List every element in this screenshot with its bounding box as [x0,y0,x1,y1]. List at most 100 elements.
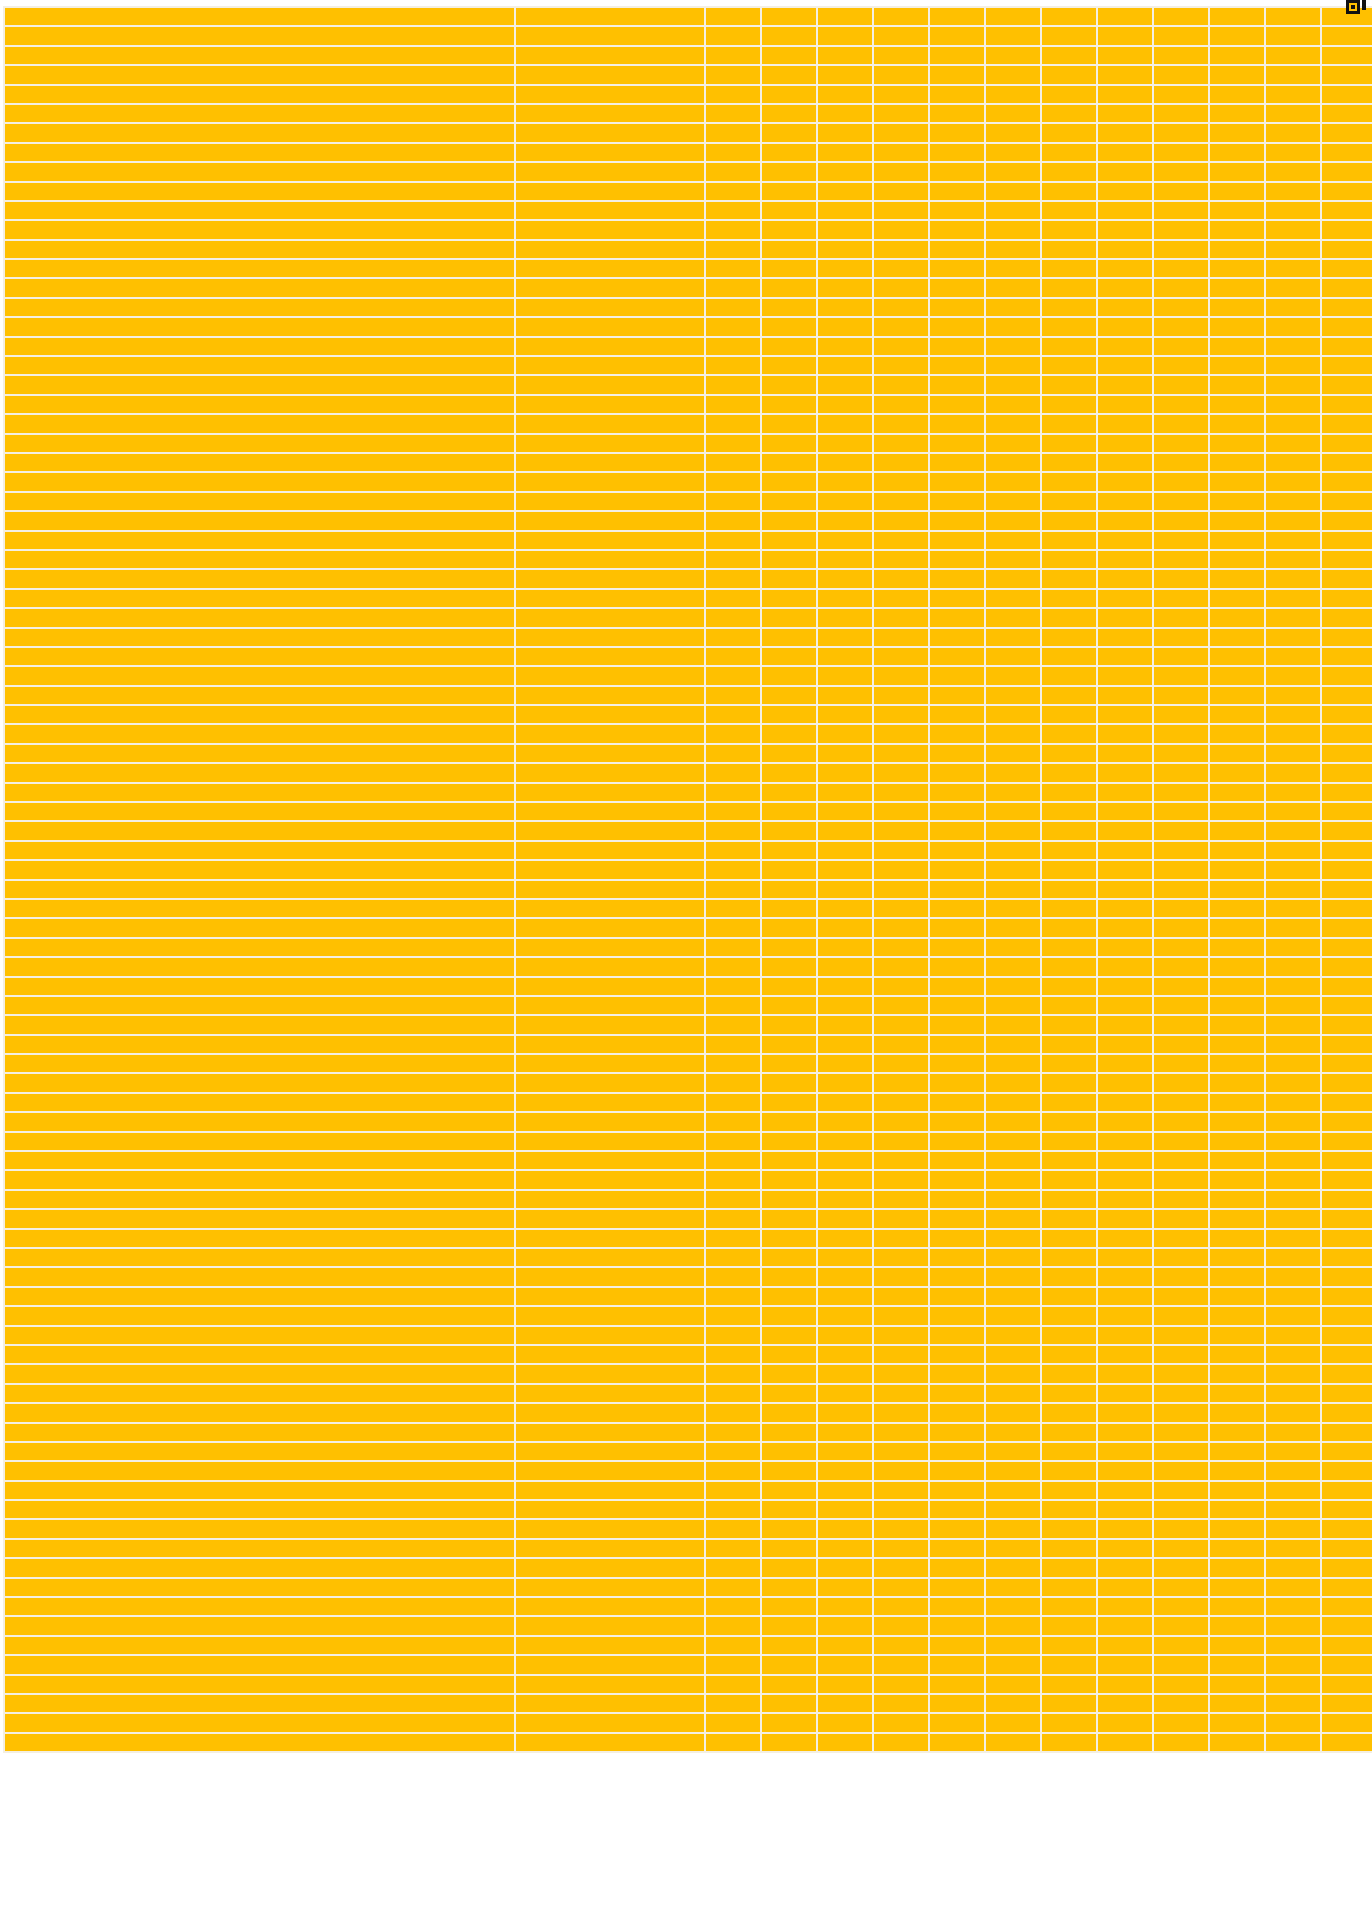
table-cell[interactable] [1152,6,1210,28]
table-cell[interactable] [1264,1402,1322,1424]
table-cell[interactable] [816,994,874,1017]
table-cell[interactable] [3,936,516,959]
table-cell[interactable] [1320,258,1372,280]
table-cell[interactable] [514,1654,706,1676]
table-cell[interactable] [984,296,1042,319]
table-cell[interactable] [1152,277,1210,299]
table-cell[interactable] [928,548,986,571]
table-cell[interactable] [3,839,516,862]
table-cell[interactable] [514,1033,706,1056]
table-cell[interactable] [1040,742,1098,765]
table-cell[interactable] [704,704,762,726]
table-cell[interactable] [816,44,874,67]
table-cell[interactable] [928,1557,986,1579]
table-cell[interactable] [1152,1150,1210,1172]
table-cell[interactable] [3,1518,516,1540]
table-cell[interactable] [760,1363,818,1385]
table-cell[interactable] [928,1537,986,1560]
table-cell[interactable] [514,1227,706,1250]
table-cell[interactable] [704,820,762,842]
table-cell[interactable] [816,1499,874,1521]
table-cell[interactable] [1040,451,1098,474]
table-cell[interactable] [928,25,986,47]
table-cell[interactable] [1320,393,1372,416]
table-cell[interactable] [816,1208,874,1230]
table-cell[interactable] [984,180,1042,202]
table-cell[interactable] [1208,1033,1266,1056]
table-cell[interactable] [514,936,706,959]
table-cell[interactable] [928,44,986,67]
table-cell[interactable] [984,277,1042,299]
table-cell[interactable] [1152,180,1210,202]
table-cell[interactable] [1208,1576,1266,1599]
table-cell[interactable] [1152,1246,1210,1269]
table-cell[interactable] [760,587,818,610]
table-cell[interactable] [1040,936,1098,959]
table-cell[interactable] [760,568,818,590]
table-cell[interactable] [514,548,706,571]
table-cell[interactable] [1040,335,1098,358]
table-cell[interactable] [1152,1596,1210,1618]
table-cell[interactable] [514,451,706,474]
table-cell[interactable] [816,607,874,629]
table-cell[interactable] [760,1537,818,1560]
table-cell[interactable] [984,568,1042,590]
table-cell[interactable] [704,1479,762,1502]
table-cell[interactable] [1040,1557,1098,1579]
table-cell[interactable] [984,742,1042,765]
table-cell[interactable] [1208,1537,1266,1560]
table-cell[interactable] [1208,1634,1266,1657]
table-cell[interactable] [1208,742,1266,765]
table-cell[interactable] [984,529,1042,551]
table-cell[interactable] [984,1692,1042,1715]
table-cell[interactable] [1320,1615,1372,1637]
table-cell[interactable] [1096,161,1154,183]
table-cell[interactable] [1040,1324,1098,1346]
table-cell[interactable] [816,568,874,590]
table-cell[interactable] [816,219,874,241]
table-cell[interactable] [1152,199,1210,222]
table-cell[interactable] [816,1382,874,1405]
table-cell[interactable] [872,1634,930,1657]
table-cell[interactable] [1208,684,1266,707]
table-cell[interactable] [3,1692,516,1715]
table-cell[interactable] [872,83,930,105]
table-cell[interactable] [984,122,1042,144]
table-cell[interactable] [514,25,706,47]
table-cell[interactable] [760,1654,818,1676]
table-cell[interactable] [872,1731,930,1754]
table-cell[interactable] [1320,44,1372,67]
table-cell[interactable] [1040,1111,1098,1133]
table-cell[interactable] [984,1731,1042,1754]
table-cell[interactable] [1096,1363,1154,1385]
table-cell[interactable] [1040,897,1098,920]
table-cell[interactable] [928,1479,986,1502]
table-cell[interactable] [1096,800,1154,823]
table-cell[interactable] [816,64,874,86]
table-cell[interactable] [760,1091,818,1114]
table-cell[interactable] [1264,1537,1322,1560]
table-cell[interactable] [1264,704,1322,726]
table-cell[interactable] [928,1285,986,1308]
table-cell[interactable] [704,180,762,202]
table-cell[interactable] [1320,180,1372,202]
table-cell[interactable] [1264,510,1322,532]
table-cell[interactable] [514,684,706,707]
table-cell[interactable] [872,839,930,862]
table-cell[interactable] [816,102,874,125]
table-cell[interactable] [816,1188,874,1211]
spreadsheet-table[interactable] [3,6,1372,1754]
table-cell[interactable] [928,1111,986,1133]
table-cell[interactable] [872,1499,930,1521]
table-cell[interactable] [760,859,818,881]
table-cell[interactable] [704,1169,762,1191]
table-cell[interactable] [1208,1596,1266,1618]
table-cell[interactable] [704,1692,762,1715]
table-cell[interactable] [1096,277,1154,299]
table-cell[interactable] [1096,141,1154,164]
table-cell[interactable] [1152,1712,1210,1734]
table-cell[interactable] [514,1499,706,1521]
table-cell[interactable] [1208,762,1266,784]
table-cell[interactable] [1264,122,1322,144]
table-cell[interactable] [514,1615,706,1637]
